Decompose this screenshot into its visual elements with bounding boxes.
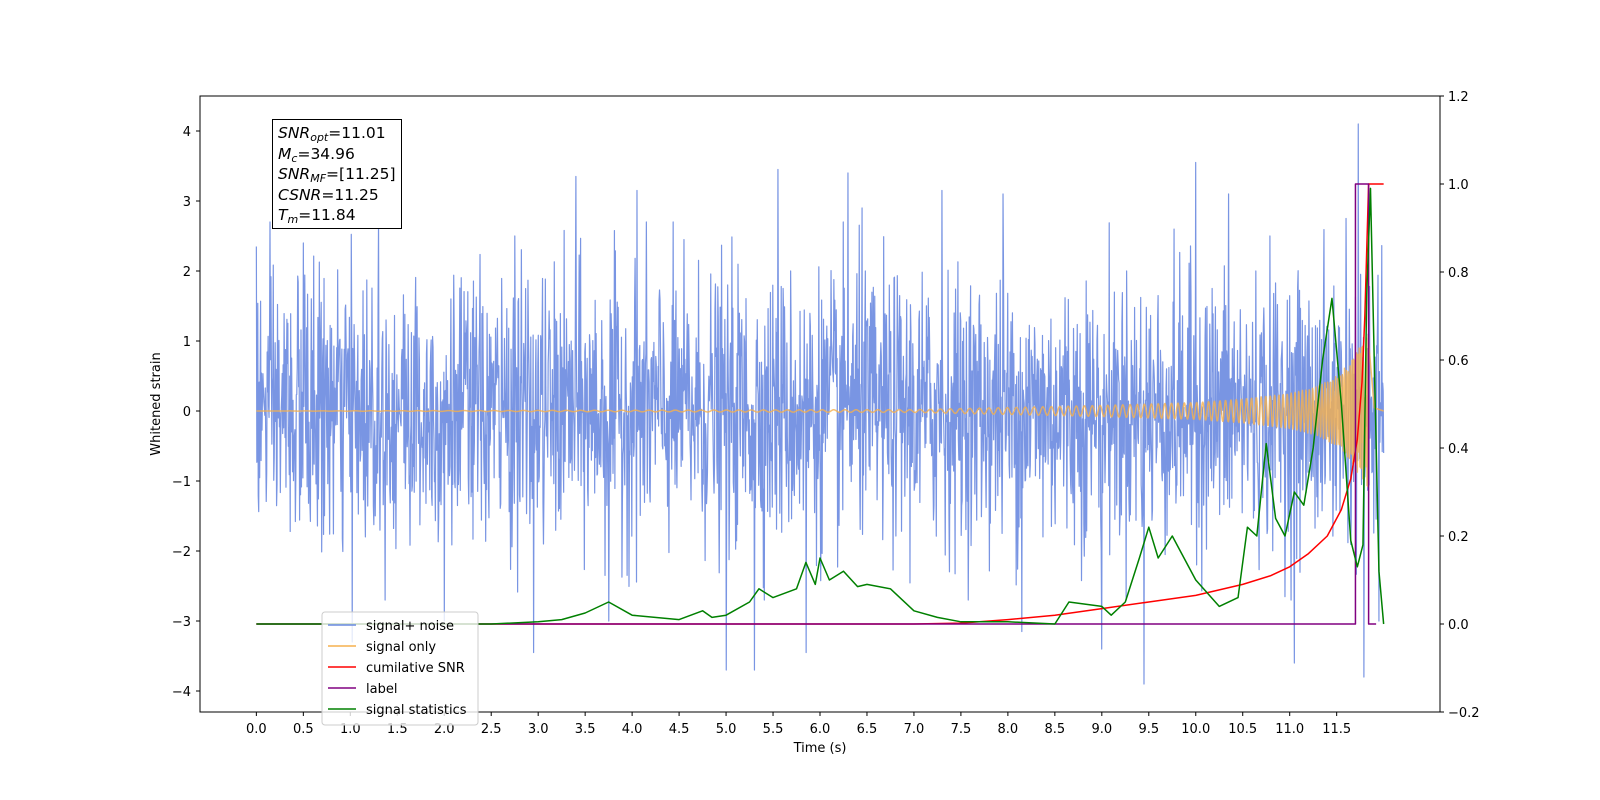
legend-label: cumilative SNR (366, 661, 465, 676)
y-right-tick-label: 0.6 (1448, 354, 1469, 369)
snr-opt-value: 11.01 (341, 124, 386, 142)
x-tick-label: 5.5 (763, 722, 784, 737)
metrics-annotation-box: SNRopt=11.01 Mc=34.96 SNRMF=[11.25] CSNR… (272, 119, 402, 229)
y-tick-label: −3 (172, 615, 191, 630)
x-tick-label: 10.0 (1181, 722, 1210, 737)
x-tick-label: 0.5 (293, 722, 314, 737)
chirp-mass-line: Mc=34.96 (278, 144, 355, 165)
series-line-1 (255, 123, 1385, 685)
x-tick-label: 11.0 (1275, 722, 1304, 737)
x-tick-label: 3.0 (528, 722, 549, 737)
y-tick-label: 2 (183, 265, 191, 280)
x-tick-label: 3.5 (575, 722, 596, 737)
legend-label: signal+ noise (366, 619, 454, 634)
snr-opt-line: SNRopt=11.01 (278, 124, 386, 144)
y-tick-label: −4 (172, 685, 191, 700)
y-right-tick-label: 0.4 (1448, 442, 1469, 457)
x-axis-label: Time (s) (793, 741, 847, 756)
series-line-2 (255, 334, 1385, 488)
x-tick-label: 1.5 (387, 722, 408, 737)
x-tick-label: 10.5 (1228, 722, 1257, 737)
y-tick-label: 4 (183, 125, 191, 140)
x-tick-label: 7.0 (904, 722, 925, 737)
y-tick-label: 1 (183, 335, 191, 350)
x-tick-label: 8.0 (998, 722, 1019, 737)
x-tick-label: 8.5 (1045, 722, 1066, 737)
y-right-tick-label: 1.2 (1448, 90, 1469, 105)
chirp-mass-value: 34.96 (310, 144, 355, 163)
y-axis-label: Whitened strain (149, 352, 164, 455)
y-tick-label: −2 (172, 545, 191, 560)
snr-mf-line: SNRMF=[11.25] (278, 165, 396, 185)
x-tick-label: 1.0 (340, 722, 361, 737)
x-tick-label: 4.0 (622, 722, 643, 737)
x-tick-label: 2.0 (434, 722, 455, 737)
legend: signal+ noise signal only cumilative SNR la… (321, 611, 479, 726)
csnr-value: 11.25 (334, 185, 379, 204)
y-right-tick-label: −0.2 (1448, 706, 1480, 721)
x-tick-label: 2.5 (481, 722, 502, 737)
series-line-5 (256, 187, 1385, 625)
csnr-line: CSNR=11.25 (278, 185, 379, 204)
y-right-tick-label: 0.0 (1448, 618, 1469, 633)
legend-box (321, 611, 479, 726)
y-tick-label: 0 (183, 405, 191, 420)
legend-label: label (366, 682, 397, 697)
x-tick-label: 7.5 (951, 722, 972, 737)
y-right-tick-label: 0.2 (1448, 530, 1469, 545)
x-tick-label: 6.5 (857, 722, 878, 737)
x-tick-label: 6.0 (810, 722, 831, 737)
x-tick-label: 11.5 (1322, 722, 1351, 737)
merger-time-line: Tm=11.84 (278, 206, 356, 226)
x-tick-label: 9.0 (1091, 722, 1112, 737)
y-right-tick-label: 1.0 (1448, 178, 1469, 193)
y-right-tick-label: 0.8 (1448, 266, 1469, 281)
series-line-3 (256, 183, 1384, 625)
axis-ticks: 0.0 0.5 1.0 1.5 2.0 2.5 3.0 3.5 4.0 4.5 5.0 5.5 6.0 6… (172, 90, 1480, 737)
y-tick-label: 3 (183, 195, 191, 210)
x-tick-label: 4.5 (669, 722, 690, 737)
legend-label: signal statistics (366, 703, 467, 718)
legend-label: signal only (366, 640, 436, 655)
snr-mf-value: [11.25] (339, 165, 396, 183)
plot-series-layer (255, 123, 1385, 685)
x-tick-label: 5.0 (716, 722, 737, 737)
x-tick-label: 9.5 (1138, 722, 1159, 737)
x-tick-label: 0.0 (246, 722, 267, 737)
y-tick-label: −1 (172, 475, 191, 490)
series-line-4 (256, 183, 1377, 625)
merger-time-value: 11.84 (311, 206, 356, 224)
